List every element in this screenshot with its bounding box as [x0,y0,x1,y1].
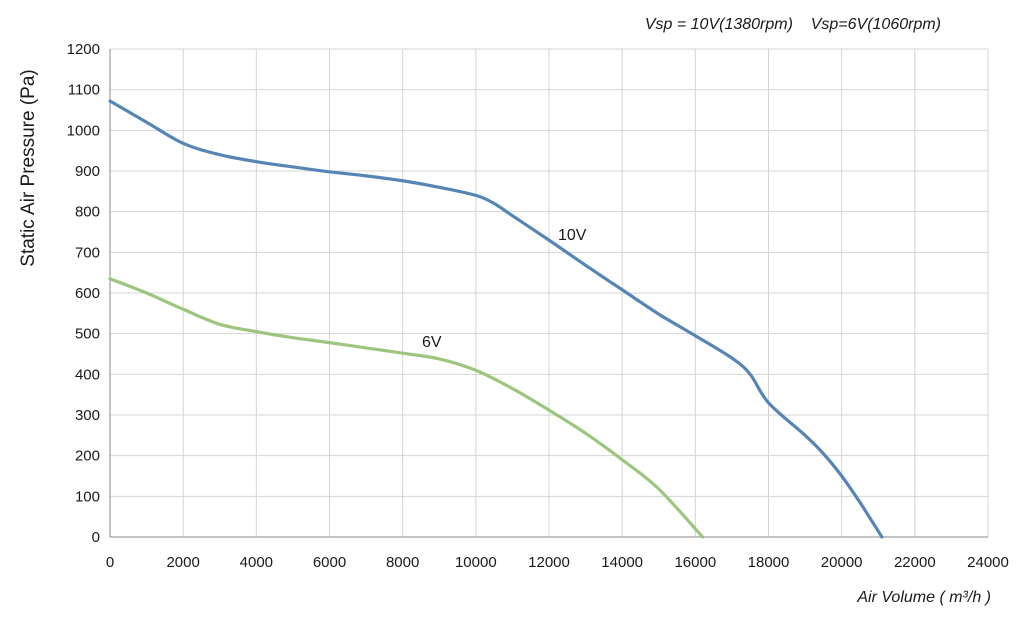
series-label-6v: 6V [422,334,442,351]
x-tick-label: 20000 [821,554,863,571]
x-tick-label: 0 [106,554,114,571]
x-tick-label: 10000 [455,554,497,571]
gridlines [109,48,989,538]
y-tick-label: 100 [75,488,100,505]
series-line-10v [108,99,884,539]
series-line-6v [108,277,705,539]
x-tick-label: 24000 [967,554,1009,571]
x-tick-label: 8000 [386,554,419,571]
series-label-10v: 10V [558,227,587,244]
y-tick-label: 500 [75,326,100,343]
x-tick-label: 6000 [313,554,346,571]
series-lines [108,99,884,539]
x-tick-label: 12000 [528,554,570,571]
y-tick-label: 200 [75,448,100,465]
plot-frame [109,49,988,538]
x-tick-label: 2000 [166,554,199,571]
y-tick-label: 800 [75,204,100,221]
x-tick-label: 4000 [240,554,273,571]
y-tick-label: 0 [92,529,100,546]
y-axis-title: Static Air Pressure (Pa) [18,69,39,266]
y-tick-label: 1000 [67,122,100,139]
y-tick-label: 1100 [68,82,100,99]
x-axis-title: Air Volume ( m³/h ) [856,589,991,606]
x-tick-label: 18000 [748,554,790,571]
x-tick-label: 22000 [894,554,936,571]
y-tick-label: 600 [75,285,100,302]
y-tick-label: 300 [75,407,100,424]
speed-setting-note: Vsp = 10V(1380rpm) Vsp=6V(1060rpm) [645,16,941,33]
x-tick-label: 14000 [601,554,643,571]
y-tick-label: 1200 [67,41,100,58]
y-tick-label: 700 [75,244,100,261]
tick-labels: 0 2000 4000 6000 8000 10000 12000 14000 16000 180… [67,41,1009,571]
y-tick-label: 400 [75,366,100,383]
x-tick-label: 16000 [674,554,716,571]
y-tick-label: 900 [75,163,100,180]
